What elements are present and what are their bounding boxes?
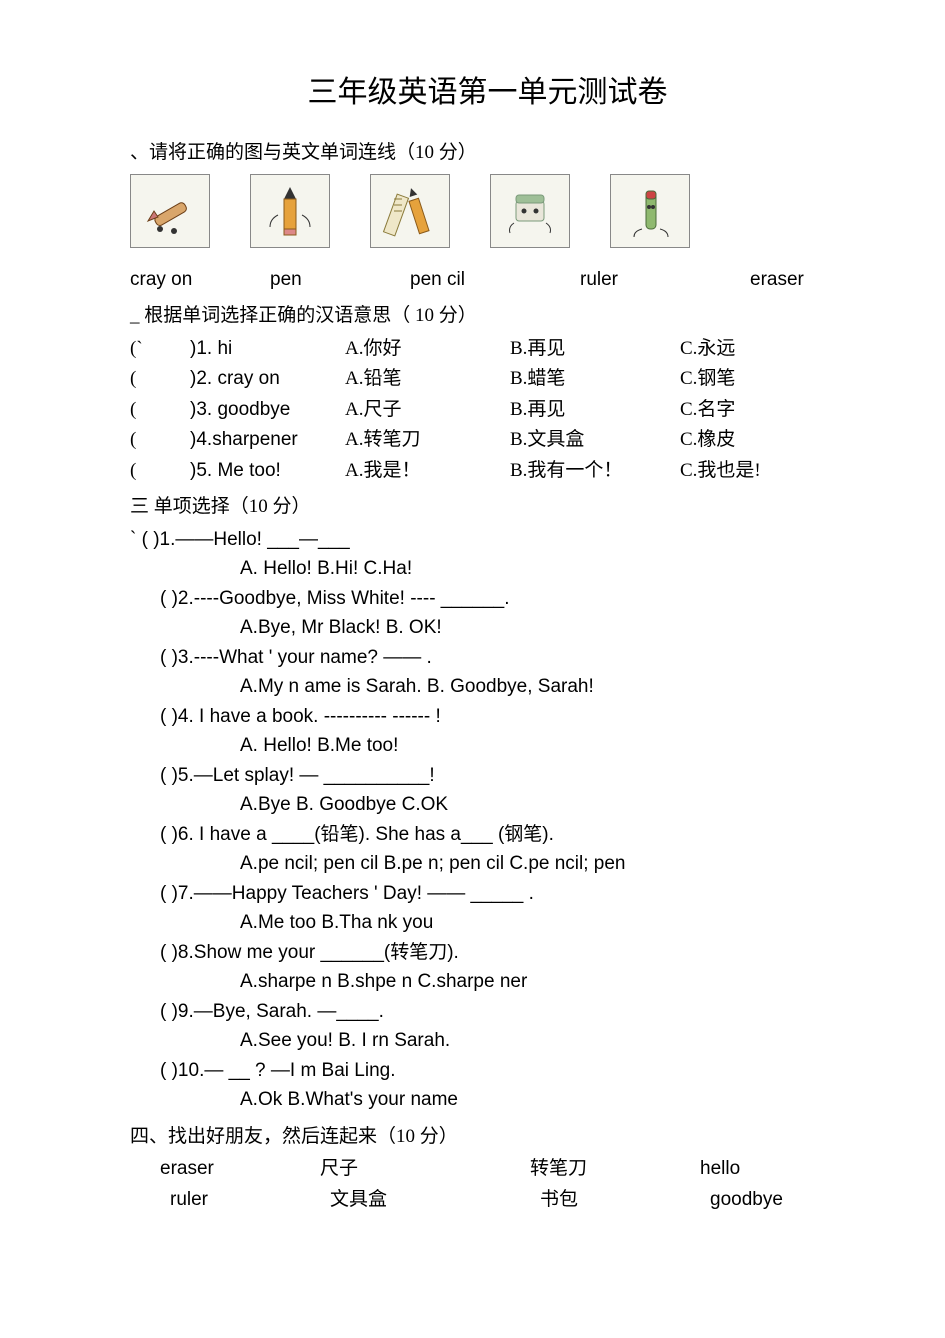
pen-icon: [610, 174, 690, 248]
paren[interactable]: (`: [130, 335, 190, 364]
opt-a: A.我是！: [345, 457, 510, 486]
pencil-icon: [250, 174, 330, 248]
ruler-icon: [370, 174, 450, 248]
opt-c: C.橡皮: [680, 426, 845, 455]
q3-7-q[interactable]: ( )7.——Happy Teachers ' Day! —— _____ .: [130, 880, 845, 909]
num: )4.: [190, 429, 212, 450]
word-eraser: eraser: [750, 266, 804, 295]
m1-2: 尺子: [320, 1155, 530, 1184]
q3-9-q[interactable]: ( )9.—Bye, Sarah. —____.: [130, 998, 845, 1027]
m2-4: goodbye: [710, 1186, 845, 1215]
q3-2-a: A.Bye, Mr Black! B. OK!: [130, 614, 845, 643]
section3-header: 三 单项选择（10 分）: [130, 493, 845, 522]
num: )1.: [190, 338, 212, 359]
m2-2: 文具盒: [330, 1186, 540, 1215]
paren[interactable]: (: [130, 396, 190, 425]
match-row-1: eraser 尺子 转笔刀 hello: [130, 1155, 845, 1184]
word: sharpener: [212, 429, 298, 450]
opt-b: B.再见: [510, 396, 680, 425]
paren[interactable]: (: [130, 365, 190, 394]
q3-10-a: A.Ok B.What's your name: [130, 1086, 845, 1115]
q3-6-a: A.pe ncil; pen cil B.pe n; pen cil C.pe …: [130, 850, 845, 879]
q3-3-a: A.My n ame is Sarah. B. Goodbye, Sarah!: [130, 673, 845, 702]
q2-row-3: ( )3. goodbye A.尺子 B.再见 C.名字: [130, 396, 845, 425]
opt-b: B.再见: [510, 335, 680, 364]
q3-7-a: A.Me too B.Tha nk you: [130, 909, 845, 938]
word: cray on: [217, 368, 279, 389]
opt-b: B.文具盒: [510, 426, 680, 455]
opt-c: C.我也是!: [680, 457, 845, 486]
opt-a: A.尺子: [345, 396, 510, 425]
opt-b: B.我有一个！: [510, 457, 680, 486]
opt-c: C.名字: [680, 396, 845, 425]
q3-8-q[interactable]: ( )8.Show me your ______(转笔刀).: [130, 939, 845, 968]
q3-6-q[interactable]: ( )6. I have a ____(铅笔). She has a___ (钢…: [130, 821, 845, 850]
opt-c: C.永远: [680, 335, 845, 364]
opt-a: A.铅笔: [345, 365, 510, 394]
section2-header: _ 根据单词选择正确的汉语意思（ 10 分）: [130, 302, 845, 331]
opt-c: C.钢笔: [680, 365, 845, 394]
opt-b: B.蜡笔: [510, 365, 680, 394]
q3-9-a: A.See you! B. I rn Sarah.: [130, 1027, 845, 1056]
q3-2-q[interactable]: ( )2.----Goodbye, Miss White! ---- _____…: [130, 585, 845, 614]
word-pencil: pen cil: [410, 266, 580, 295]
m1-4: hello: [700, 1155, 845, 1184]
section3-body: ` ( )1.——Hello! ___—___ A. Hello! B.Hi! …: [130, 526, 845, 1115]
section1-header: 、请将正确的图与英文单词连线（10 分）: [130, 139, 845, 168]
section2-body: (` )1. hi A.你好 B.再见 C.永远 ( )2. cray on A…: [130, 335, 845, 486]
eraser-icon: [490, 174, 570, 248]
num: )2.: [190, 368, 212, 389]
q2-row-4: ( )4.sharpener A.转笔刀 B.文具盒 C.橡皮: [130, 426, 845, 455]
m1-3: 转笔刀: [530, 1155, 700, 1184]
section1-words: cray on pen pen cil ruler eraser: [130, 266, 845, 295]
word: goodbye: [217, 399, 290, 420]
m2-1: ruler: [130, 1186, 330, 1215]
q3-3-q[interactable]: ( )3.----What ' your name? —— .: [130, 644, 845, 673]
q3-1-q[interactable]: ` ( )1.——Hello! ___—___: [130, 526, 845, 555]
q3-5-q[interactable]: ( )5.—Let splay! — __________!: [130, 762, 845, 791]
word: hi: [217, 338, 232, 359]
word-crayon: cray on: [130, 266, 270, 295]
opt-a: A.你好: [345, 335, 510, 364]
q2-row-5: ( )5. Me too! A.我是！ B.我有一个！ C.我也是!: [130, 457, 845, 486]
page-title: 三年级英语第一单元测试卷: [130, 70, 845, 115]
q2-row-2: ( )2. cray on A.铅笔 B.蜡笔 C.钢笔: [130, 365, 845, 394]
section4-header: 四、找出好朋友，然后连起来（10 分）: [130, 1123, 845, 1152]
crayon-icon: [130, 174, 210, 248]
q3-4-a: A. Hello! B.Me too!: [130, 732, 845, 761]
q3-1-a: A. Hello! B.Hi! C.Ha!: [130, 555, 845, 584]
paren[interactable]: (: [130, 457, 190, 486]
paren[interactable]: (: [130, 426, 190, 455]
num: )5.: [190, 460, 212, 481]
section1-images: [130, 174, 845, 248]
match-row-2: ruler 文具盒 书包 goodbye: [130, 1186, 845, 1215]
m1-1: eraser: [130, 1155, 320, 1184]
word-pen: pen: [270, 266, 410, 295]
m2-3: 书包: [540, 1186, 710, 1215]
opt-a: A.转笔刀: [345, 426, 510, 455]
q3-10-q[interactable]: ( )10.— __ ? —I m Bai Ling.: [130, 1057, 845, 1086]
num: )3.: [190, 399, 212, 420]
q2-row-1: (` )1. hi A.你好 B.再见 C.永远: [130, 335, 845, 364]
q3-4-q[interactable]: ( )4. I have a book. ---------- ------ !: [130, 703, 845, 732]
word: Me too!: [217, 460, 280, 481]
q3-8-a: A.sharpe n B.shpe n C.sharpe ner: [130, 968, 845, 997]
word-ruler: ruler: [580, 266, 750, 295]
q3-5-a: A.Bye B. Goodbye C.OK: [130, 791, 845, 820]
